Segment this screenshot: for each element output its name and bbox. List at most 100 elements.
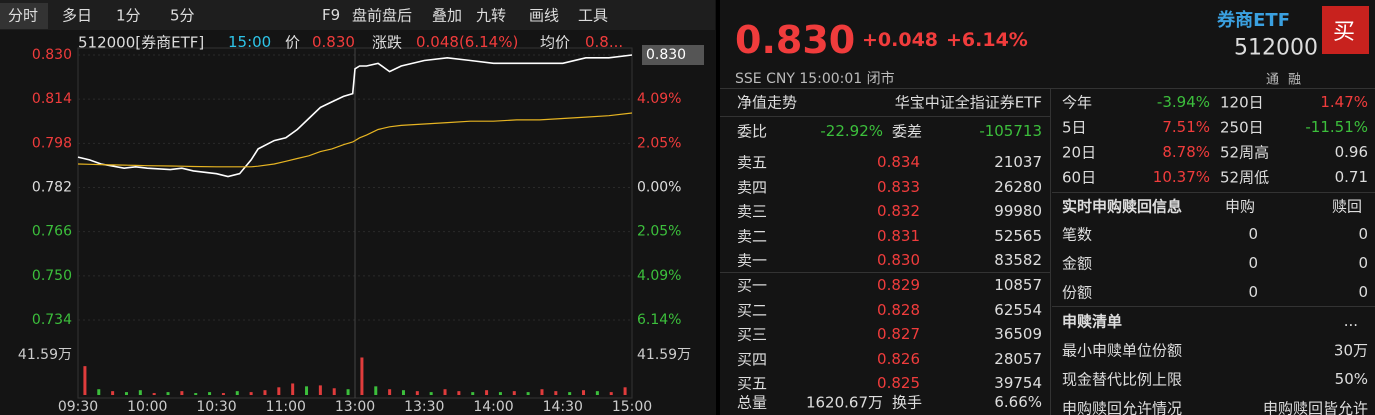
buy-button-bg[interactable]	[1322, 6, 1369, 54]
turnover-label: 换手	[892, 393, 923, 412]
volume-bar	[457, 391, 461, 395]
y2-tick-label: 4.09%	[637, 91, 681, 107]
sell-price: 0.834	[877, 153, 920, 171]
cell: 0	[1358, 283, 1368, 301]
tab[interactable]: 1分	[116, 6, 141, 25]
volume-bar	[166, 392, 170, 395]
volume-bar	[526, 392, 530, 395]
legend-change_label: 涨跌	[372, 33, 403, 52]
nav-name: 华宝中证全指证券ETF	[894, 93, 1042, 112]
volume-bar	[180, 391, 184, 395]
stat-label: 今年	[1062, 93, 1093, 112]
buy-price: 0.826	[877, 349, 920, 368]
more[interactable]: ...	[1343, 312, 1358, 330]
stat-label: 250日	[1220, 118, 1264, 137]
sell-price: 0.830	[877, 251, 920, 269]
toolbar	[0, 0, 715, 30]
stat-label: 20日	[1062, 143, 1097, 162]
volume-bar	[332, 388, 336, 395]
buy-label: 买四	[737, 350, 768, 368]
volume-bar	[554, 391, 558, 395]
diff: -105713	[979, 122, 1042, 140]
total-label: 总量	[737, 393, 768, 412]
separator	[1052, 306, 1375, 307]
volume-bar	[152, 393, 156, 395]
y-tick-label: 0.734	[32, 312, 72, 328]
y-tick-label: 0.798	[32, 135, 72, 151]
volume-bar	[623, 387, 627, 395]
row-label: 申购赎回允许情况	[1062, 399, 1183, 415]
volume-bar	[401, 390, 405, 395]
sell-label: 卖三	[737, 202, 768, 221]
buy-volume: 36509	[994, 325, 1042, 343]
chart: 0.830 0.814 0.798 0.782 0.766 0.750 0.734 4.09%…	[18, 45, 704, 415]
col-header: 赎回	[1332, 197, 1363, 216]
row-label: 笔数	[1062, 225, 1093, 244]
volume-bar	[235, 391, 239, 395]
x-tick-label: 14:00	[473, 399, 513, 415]
sell-volume: 99980	[994, 202, 1042, 220]
tab[interactable]: 5分	[170, 6, 195, 25]
tool-button[interactable]: 盘前盘后	[352, 6, 413, 25]
change-pct: +6.14%	[946, 29, 1028, 51]
tab[interactable]: 多日	[62, 6, 93, 25]
tag: 通	[1266, 72, 1280, 88]
series-line	[77, 54, 633, 178]
tool-button[interactable]: 叠加	[432, 6, 463, 25]
buy-price: 0.828	[877, 300, 920, 319]
volume-bar	[498, 392, 502, 395]
sell-label: 卖五	[737, 153, 768, 172]
volume-bar	[194, 393, 198, 395]
legend-time: 15:00	[228, 33, 272, 51]
buy-price: 0.825	[877, 374, 920, 392]
tab[interactable]: 分时	[8, 6, 39, 25]
section-title: 申赎清单	[1062, 312, 1123, 331]
x-tick-label: 10:30	[196, 399, 236, 415]
volume-bar	[111, 391, 115, 395]
x-tick-label: 13:30	[404, 399, 444, 415]
volume-bar	[471, 392, 475, 395]
volume-bar	[595, 391, 599, 395]
stat-label: 60日	[1062, 168, 1097, 187]
buy-label: 买二	[737, 301, 768, 319]
change: +0.048	[862, 29, 939, 51]
volume-bar	[609, 392, 613, 395]
legend-code: 512000[券商ETF]	[78, 33, 205, 52]
stat-value: 8.78%	[1162, 143, 1210, 161]
stat-value: 10.37%	[1152, 168, 1210, 186]
divider	[716, 0, 720, 415]
tool-button[interactable]: F9	[322, 6, 341, 24]
legend-price: 0.830	[312, 33, 355, 51]
volume-bar	[208, 392, 212, 395]
buy-volume: 28057	[994, 349, 1042, 368]
volume-bar	[443, 389, 447, 395]
volume-bar	[291, 383, 295, 395]
tool-button[interactable]: 画线	[529, 6, 560, 25]
x-tick-label: 11:00	[266, 399, 306, 415]
separator	[1050, 88, 1051, 415]
volume-tick-label: 41.59万	[18, 347, 72, 363]
tool-button[interactable]: 九转	[476, 6, 507, 25]
volume-bar	[540, 389, 544, 395]
buy-button[interactable]: 买	[1333, 20, 1356, 45]
cell: 0	[1248, 225, 1258, 243]
ratio-label: 委比	[737, 122, 768, 141]
volume-bar	[83, 366, 87, 395]
stat-value: 0.71	[1334, 168, 1368, 186]
row-label: 最小申赎单位份额	[1062, 341, 1183, 360]
stat-label: 52周低	[1220, 168, 1270, 187]
volume-bar	[360, 357, 364, 395]
y2-tick-label: 6.14%	[637, 312, 681, 328]
x-tick-label: 14:30	[543, 399, 583, 415]
stat-value: -11.51%	[1305, 118, 1368, 136]
buy-volume: 10857	[994, 276, 1042, 294]
cell: 50%	[1334, 370, 1368, 388]
y-tick-label: 0.766	[32, 224, 72, 240]
sell-label: 卖二	[737, 227, 768, 245]
volume-bar	[97, 389, 101, 395]
sell-price: 0.831	[877, 226, 920, 245]
market-status: SSE CNY 15:00:01 闭市	[735, 71, 895, 87]
tool-button[interactable]: 工具	[578, 6, 609, 25]
volume-bar	[485, 390, 489, 395]
